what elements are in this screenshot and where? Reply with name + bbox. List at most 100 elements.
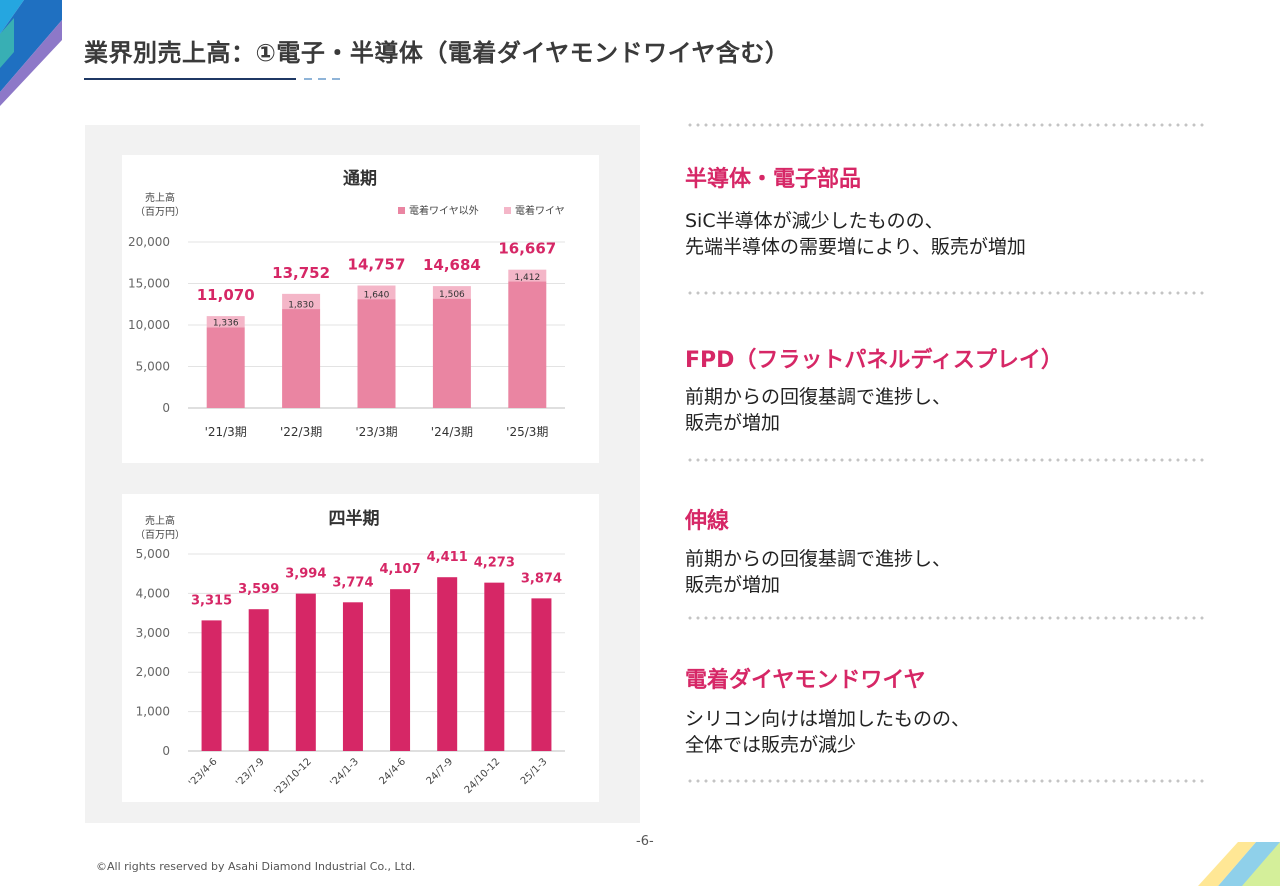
x-tick-label: '24/3期: [431, 425, 473, 439]
section-line: 前期からの回復基調で進捗し、: [685, 548, 952, 570]
value-label: 3,774: [332, 575, 373, 590]
y-tick-label: 10,000: [128, 318, 170, 332]
y-axis-label: 売上高: [145, 514, 175, 527]
bar: [437, 577, 458, 751]
y-tick-label: 15,000: [128, 277, 170, 291]
value-label: 4,273: [474, 556, 515, 571]
bar-wire: [357, 285, 396, 300]
title-dash: [332, 78, 340, 80]
section-text: シリコン向けは増加したものの、 全体では販売が減少: [685, 706, 970, 758]
segment-label: 1,506: [439, 290, 465, 300]
bar: [531, 598, 552, 751]
section-heading: 半導体・電子部品: [685, 167, 862, 192]
x-tick-label: 25/1-3: [519, 756, 550, 787]
quarterly-chart-card: 四半期 売上高 （百万円） 0 1,000 2,000 3,000 4,000 5,000…: [122, 494, 599, 802]
total-label: 11,070: [197, 286, 255, 304]
x-tick-label: '25/3期: [506, 425, 548, 439]
bar-main: [282, 309, 321, 408]
section-line: 先端半導体の需要増により、販売が増加: [685, 236, 1026, 258]
legend-swatch-main: [398, 207, 405, 214]
total-label: 13,752: [272, 264, 330, 282]
chart-title: 四半期: [329, 508, 380, 529]
y-tick-label: 0: [162, 401, 170, 415]
annual-sales-chart: 通期 売上高 （百万円） 電着ワイヤ以外 電着ワイヤ 0 5,000 10,000 1…: [128, 169, 565, 439]
y-tick-label: 5,000: [136, 360, 170, 374]
segment-label: 1,830: [288, 301, 314, 311]
dotted-divider: [686, 779, 1206, 783]
dotted-divider: [686, 458, 1206, 462]
y-tick-label: 1,000: [136, 705, 170, 719]
total-label: 14,684: [423, 256, 481, 274]
section-heading: FPD（フラットパネルディスプレイ）: [685, 348, 1063, 373]
bar: [295, 593, 316, 751]
value-label: 4,107: [380, 562, 421, 577]
x-tick-label: '23/3期: [355, 425, 397, 439]
value-label: 3,994: [285, 567, 326, 582]
y-tick-label: 20,000: [128, 235, 170, 249]
y-tick-label: 5,000: [136, 547, 170, 561]
bar-main: [508, 281, 547, 408]
dotted-divider: [686, 291, 1206, 295]
total-label: 14,757: [348, 256, 406, 274]
value-label: 3,874: [521, 571, 562, 586]
bar-main: [357, 299, 396, 408]
bar-wire: [282, 293, 321, 310]
y-tick-label: 3,000: [136, 626, 170, 640]
section-line: 販売が増加: [685, 412, 781, 434]
x-tick-label: 24/10-12: [463, 756, 503, 796]
y-axis-label: （百万円）: [135, 529, 185, 541]
page-number: -6-: [636, 834, 654, 849]
section-line: SiC半導体が減少したものの、: [685, 210, 944, 232]
y-axis-label: （百万円）: [135, 206, 185, 218]
dotted-divider: [686, 616, 1206, 620]
segment-label: 1,412: [514, 273, 540, 283]
bar-wire: [206, 316, 245, 328]
section-heading: 伸線: [685, 509, 730, 534]
section-line: 前期からの回復基調で進捗し、: [685, 386, 952, 408]
x-tick-label: '23/7-9: [234, 756, 267, 789]
copyright-text: ©All rights reserved by Asahi Diamond In…: [96, 860, 416, 873]
x-tick-label: '24/1-3: [328, 756, 361, 789]
page-title: 業界別売上高：①電子・半導体（電着ダイヤモンドワイヤ含む）: [84, 39, 790, 67]
y-tick-label: 0: [162, 744, 170, 758]
legend-swatch-wire: [504, 207, 511, 214]
section-line: シリコン向けは増加したものの、: [685, 708, 971, 730]
total-label: 16,667: [498, 240, 556, 258]
segment-label: 1,336: [213, 319, 239, 329]
corner-logo-graphic: [0, 0, 62, 106]
x-tick-label: '23/10-12: [272, 756, 314, 798]
x-tick-label: '23/4-6: [187, 756, 220, 789]
bar-main: [432, 298, 471, 408]
dotted-divider: [686, 123, 1206, 127]
bar: [390, 589, 411, 751]
value-label: 3,599: [238, 582, 279, 597]
bar-main: [206, 327, 245, 408]
corner-decoration: [1198, 842, 1280, 886]
segment-label: 1,640: [364, 291, 390, 301]
y-tick-label: 2,000: [136, 665, 170, 679]
section-text: 前期からの回復基調で進捗し、 販売が増加: [685, 546, 951, 598]
legend-label: 電着ワイヤ: [515, 204, 565, 217]
value-label: 4,411: [427, 550, 468, 565]
section-line: 全体では販売が減少: [685, 734, 857, 756]
title-dash: [318, 78, 326, 80]
value-label: 3,315: [191, 593, 232, 608]
section-heading: 電着ダイヤモンドワイヤ: [685, 668, 926, 693]
title-underline: [84, 78, 296, 80]
x-tick-label: 24/4-6: [377, 756, 408, 787]
annual-chart-card: 通期 売上高 （百万円） 電着ワイヤ以外 電着ワイヤ 0 5,000 10,000 1…: [122, 155, 599, 463]
bar: [201, 620, 222, 751]
bar: [248, 609, 269, 751]
x-tick-label: '21/3期: [205, 425, 247, 439]
section-text: SiC半導体が減少したものの、 先端半導体の需要増により、販売が増加: [685, 208, 1026, 260]
section-line: 販売が増加: [685, 574, 781, 596]
title-dash: [304, 78, 312, 80]
bar-wire: [508, 269, 547, 282]
quarterly-sales-chart: 四半期 売上高 （百万円） 0 1,000 2,000 3,000 4,000 5,000…: [135, 508, 565, 798]
legend-label: 電着ワイヤ以外: [409, 204, 479, 217]
x-tick-label: '22/3期: [280, 425, 322, 439]
y-axis-label: 売上高: [145, 191, 175, 204]
x-tick-label: 24/7-9: [425, 756, 456, 787]
section-text: 前期からの回復基調で進捗し、 販売が増加: [685, 384, 951, 436]
bar-wire: [432, 286, 471, 299]
